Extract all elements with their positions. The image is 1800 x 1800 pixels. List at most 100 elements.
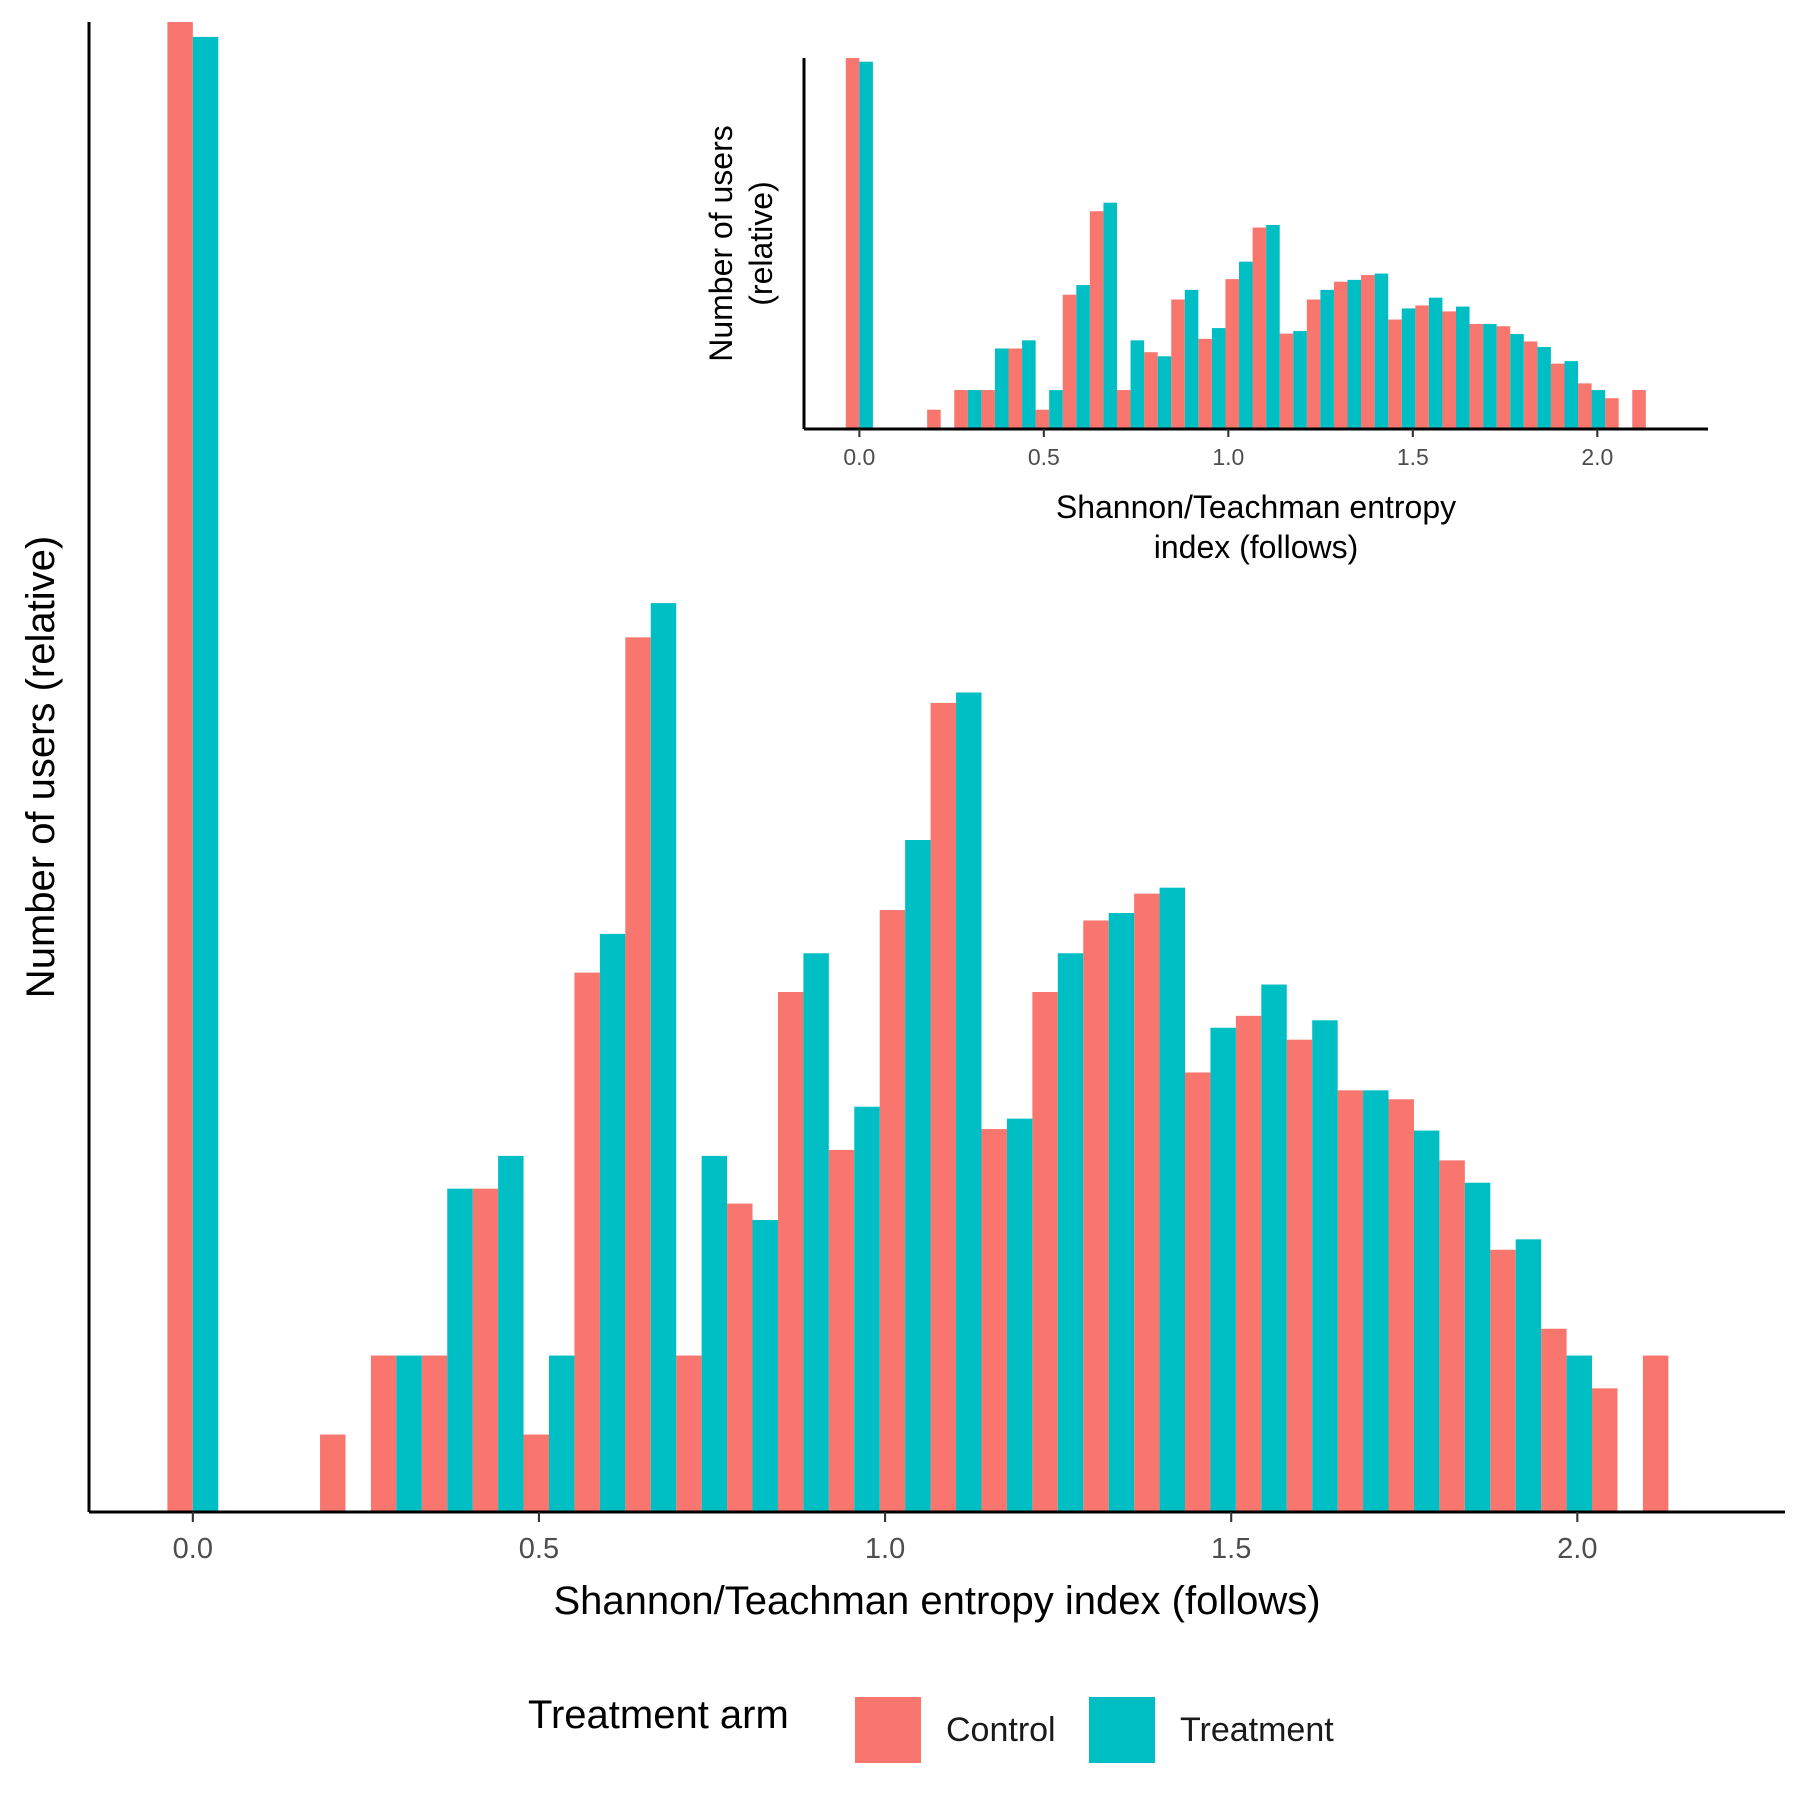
bar-treatment-22 (1312, 1020, 1338, 1512)
bar-treatment-25 (1464, 1182, 1491, 1512)
bar-treatment-24 (1413, 1130, 1440, 1512)
bar-control-25-inset (1523, 341, 1538, 429)
bar-treatment-9 (650, 603, 677, 1512)
bar-treatment-7 (548, 1355, 575, 1512)
bar-control-0 (167, 22, 193, 1512)
bar-control-25 (1439, 1160, 1465, 1512)
bar-control-12-inset (1171, 299, 1185, 429)
bar-treatment-27-inset (1591, 390, 1606, 429)
bar-control-3-inset (927, 409, 941, 429)
bar-control-23 (1337, 1090, 1364, 1512)
bar-treatment-12-inset (1184, 289, 1199, 429)
bar-control-26 (1490, 1249, 1516, 1512)
bar-control-3 (320, 1434, 346, 1512)
x-tick-label: 2.0 (1557, 1533, 1597, 1565)
bar-control-15-inset (1252, 227, 1267, 429)
bar-control-27 (1541, 1328, 1567, 1512)
bar-control-10-inset (1116, 390, 1131, 429)
bar-treatment-24-inset (1510, 334, 1524, 429)
bar-treatment-18 (1108, 913, 1135, 1512)
bar-treatment-20 (1210, 1027, 1236, 1512)
bar-control-19 (1134, 893, 1160, 1512)
bar-treatment-4 (396, 1355, 422, 1512)
bar-control-4 (370, 1355, 397, 1512)
bar-treatment-8 (599, 933, 626, 1512)
bar-control-18-inset (1333, 281, 1348, 429)
bar-control-28-inset (1605, 398, 1619, 429)
bar-control-17-inset (1306, 299, 1321, 429)
bar-control-24-inset (1496, 326, 1511, 429)
bar-control-11 (727, 1203, 753, 1512)
legend-label-treatment: Treatment (1180, 1711, 1334, 1749)
bar-treatment-10-inset (1130, 340, 1145, 429)
bar-control-8-inset (1062, 294, 1077, 429)
bar-control-16 (981, 1129, 1007, 1512)
bar-treatment-17 (1057, 953, 1084, 1512)
bar-control-0-inset (845, 58, 860, 429)
bar-control-28 (1592, 1388, 1618, 1512)
bar-treatment-16 (1006, 1118, 1033, 1512)
bar-treatment-25-inset (1537, 347, 1551, 429)
x-tick-label-inset: 0.5 (1028, 444, 1060, 470)
y-axis-title-inset: (relative) (743, 181, 779, 305)
bar-control-22-inset (1442, 311, 1456, 429)
x-tick-label-inset: 0.0 (843, 444, 875, 470)
y-axis-title-inset: Number of users (703, 125, 739, 362)
x-tick-label: 1.0 (865, 1533, 905, 1565)
bar-treatment-0 (192, 36, 219, 1512)
bar-treatment-12 (803, 953, 829, 1512)
bar-treatment-13-inset (1211, 328, 1226, 429)
bar-treatment-19 (1159, 887, 1185, 1512)
bar-treatment-7-inset (1049, 390, 1063, 429)
bar-control-10 (676, 1355, 702, 1512)
bar-control-11-inset (1144, 352, 1158, 429)
x-axis-title-inset: Shannon/Teachman entropy (1056, 489, 1456, 525)
bar-control-17 (1032, 991, 1058, 1512)
bar-control-20-inset (1388, 319, 1402, 429)
inset-histogram: 0.0 0.5 1.0 1.5 2.0 Shannon/Teachman entropy i… (703, 58, 1708, 565)
y-axis-title: Number of users (relative) (19, 536, 63, 998)
bar-control-6-inset (1008, 348, 1023, 429)
bar-control-9-inset (1089, 211, 1104, 429)
bar-treatment-14-inset (1239, 261, 1253, 429)
bar-treatment-26 (1515, 1239, 1542, 1512)
bar-treatment-15 (956, 692, 982, 1512)
bar-control-6 (472, 1188, 499, 1512)
bar-treatment-10 (701, 1155, 728, 1512)
legend-key-treatment (1089, 1697, 1155, 1763)
bar-treatment-8-inset (1076, 285, 1090, 429)
bar-treatment-5 (447, 1188, 473, 1512)
bar-treatment-6-inset (1022, 340, 1036, 429)
bar-control-22 (1286, 1039, 1313, 1512)
x-tick-label-inset: 1.5 (1397, 444, 1429, 470)
bar-treatment-5-inset (994, 348, 1009, 429)
bar-treatment-22-inset (1455, 306, 1470, 429)
legend-key-control (855, 1697, 921, 1763)
x-tick-label-inset: 1.0 (1212, 444, 1244, 470)
bar-treatment-21 (1261, 984, 1287, 1512)
bar-control-14-inset (1225, 279, 1240, 429)
bar-treatment-15-inset (1266, 224, 1280, 429)
x-tick-label: 1.5 (1211, 1533, 1251, 1565)
bar-control-20 (1184, 1072, 1211, 1512)
bar-control-8 (574, 972, 600, 1512)
bar-treatment-27 (1566, 1355, 1593, 1512)
bar-control-13 (828, 1149, 855, 1512)
bar-control-7-inset (1035, 409, 1050, 429)
x-tick-label-inset: 2.0 (1581, 444, 1613, 470)
bar-treatment-18-inset (1347, 279, 1362, 429)
bar-control-19-inset (1361, 275, 1375, 429)
x-axis-title-inset: index (follows) (1154, 529, 1359, 565)
bar-treatment-23 (1363, 1090, 1389, 1512)
bar-treatment-23-inset (1483, 324, 1497, 429)
bar-control-15 (930, 702, 957, 1512)
legend: Treatment arm Control Treatment (528, 1693, 1334, 1763)
bar-treatment-17-inset (1320, 289, 1334, 429)
x-axis-title: Shannon/Teachman entropy index (follows) (553, 1579, 1320, 1623)
legend-label-control: Control (946, 1711, 1056, 1749)
bar-control-5-inset (981, 390, 995, 429)
bar-control-29-inset (1632, 390, 1646, 429)
x-tick-label: 0.0 (173, 1533, 213, 1565)
bar-treatment-4-inset (967, 390, 982, 429)
bar-control-4-inset (954, 390, 968, 429)
